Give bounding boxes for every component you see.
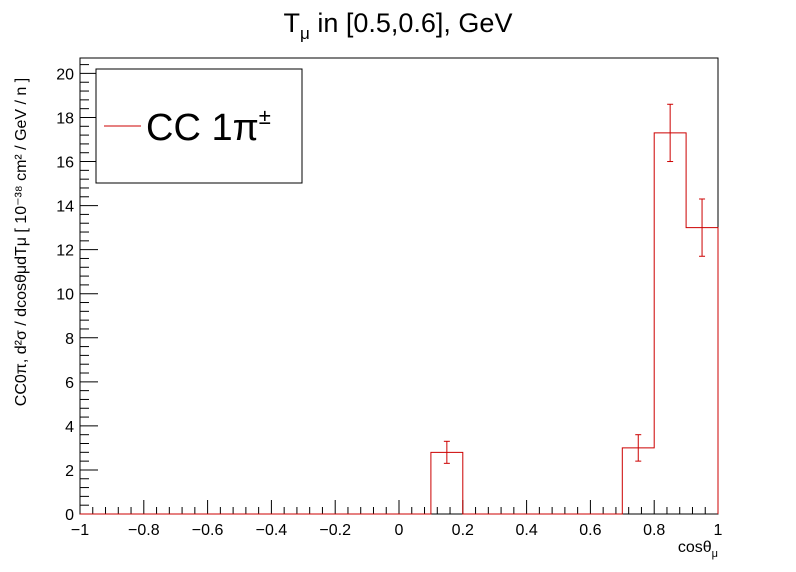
y-tick-label: 16 (56, 155, 74, 172)
series-layer (80, 103, 719, 515)
chart-title-text: Tμ in [0.5,0.6], GeV (284, 8, 513, 43)
y-tick-label: 20 (56, 66, 74, 83)
x-tick-label: −0.8 (128, 522, 160, 539)
histogram-bin (654, 133, 686, 514)
legend: CC 1π± (95, 68, 303, 184)
x-tick-label: 0 (395, 522, 404, 539)
x-tick-label: 1 (714, 522, 723, 539)
y-tick-label: 6 (65, 375, 74, 392)
chart-title: Tμ in [0.5,0.6], GeV (284, 8, 513, 43)
y-tick-label: 10 (56, 287, 74, 304)
x-tick-label: 0.4 (515, 522, 537, 539)
x-tick-label: −1 (71, 522, 89, 539)
x-tick-label: 0.2 (452, 522, 474, 539)
y-tick-label: 18 (56, 110, 74, 127)
y-tick-label: 4 (65, 419, 74, 436)
y-axis: 0 2 4 6 8 10 12 14 16 18 20 (56, 64, 98, 524)
legend-label: CC 1π± (146, 104, 271, 149)
y-tick-label: 14 (56, 199, 74, 216)
y-tick-label: 0 (65, 507, 74, 524)
histogram-outline-0 (80, 132, 719, 515)
x-tick-label: 0.6 (579, 522, 601, 539)
histogram-bin (686, 228, 718, 514)
x-axis: −1 −0.8 −0.6 −0.4 −0.2 0 0.2 0.4 0.6 0.8 1 (71, 500, 723, 539)
x-tick-label: −0.6 (192, 522, 224, 539)
y-tick-label: 2 (65, 463, 74, 480)
x-tick-label: −0.2 (319, 522, 351, 539)
y-axis-label: CC0π, d²σ / dcosθμdTμ [ 10⁻³⁸ cm² / GeV … (13, 78, 30, 406)
y-tick-label: 8 (65, 331, 74, 348)
x-axis-label: cosθμ (678, 539, 718, 560)
x-tick-label: 0.8 (643, 522, 665, 539)
y-tick-label: 12 (56, 243, 74, 260)
x-tick-label: −0.4 (256, 522, 288, 539)
